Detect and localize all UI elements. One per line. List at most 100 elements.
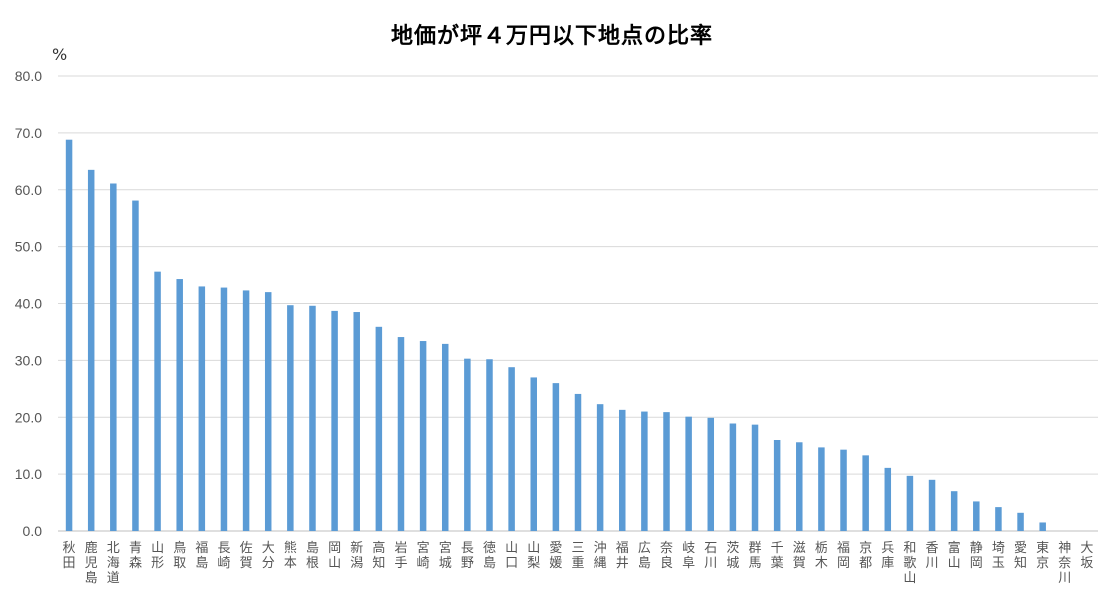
y-tick-label: 10.0	[15, 466, 42, 482]
y-tick-label: 80.0	[15, 68, 42, 84]
x-tick-label: 佐賀	[240, 541, 253, 571]
bar	[596, 404, 604, 531]
x-tick-label: 青森	[129, 541, 142, 571]
bar	[242, 290, 250, 531]
x-tick-label: 兵庫	[881, 541, 894, 571]
x-tick-label: 愛知	[1014, 541, 1027, 571]
bar	[840, 449, 847, 531]
bar	[619, 409, 626, 531]
x-tick-label: 熊本	[284, 540, 297, 571]
bar	[530, 377, 537, 531]
bar	[132, 200, 139, 531]
bar	[486, 359, 493, 531]
x-tick-label: 福井	[616, 541, 629, 571]
bar	[309, 305, 316, 531]
x-tick-label: 富山	[948, 540, 961, 571]
bar	[818, 447, 825, 531]
bar	[707, 417, 715, 531]
x-tick-label: 岐阜	[682, 541, 695, 571]
bar	[87, 169, 95, 531]
x-tick-label: 宮城	[439, 540, 452, 571]
x-axis: 秋田鹿児島北海道青森山形鳥取福島長崎佐賀大分熊本島根岡山新潟高知岩手宮崎宮城長野…	[63, 540, 1094, 586]
bar	[441, 343, 449, 531]
x-tick-label: 鹿児島	[85, 540, 98, 586]
bar	[751, 424, 759, 531]
y-axis: % 0.0 10.0 20.0 30.0 40.0 50.0 60.0 70.0 80.0	[15, 45, 67, 539]
bar	[995, 507, 1002, 531]
bar	[552, 383, 560, 531]
x-tick-label: 千葉	[771, 541, 784, 571]
x-tick-label: 広島	[638, 541, 651, 571]
x-tick-label: 山口	[505, 541, 518, 571]
bar	[641, 411, 648, 531]
x-tick-label: 長野	[461, 541, 474, 571]
y-tick-label: 70.0	[15, 125, 42, 141]
x-tick-label: 和歌山	[903, 541, 916, 586]
x-tick-label: 大坂	[1080, 541, 1093, 571]
x-tick-label: 宮崎	[417, 540, 430, 571]
x-tick-label: 静岡	[970, 541, 983, 571]
x-tick-label: 群馬	[749, 541, 762, 571]
x-tick-label: 山梨	[527, 541, 540, 571]
x-tick-label: 福島	[195, 541, 208, 571]
bar	[220, 287, 228, 531]
x-tick-label: 岡山	[328, 541, 341, 571]
x-tick-label: 沖縄	[594, 541, 607, 571]
bar	[973, 501, 980, 531]
bars	[65, 139, 1046, 531]
bar	[773, 440, 781, 531]
bar	[1017, 512, 1024, 531]
x-tick-label: 愛媛	[549, 541, 562, 571]
bar	[331, 310, 338, 531]
x-tick-label: 奈良	[660, 541, 673, 571]
x-tick-label: 鳥取	[173, 541, 186, 571]
y-tick-label: 40.0	[15, 296, 42, 312]
x-tick-label: 東京	[1036, 540, 1049, 571]
bar	[397, 337, 405, 531]
bar	[950, 491, 958, 531]
x-tick-label: 高知	[372, 540, 385, 571]
x-tick-label: 京都	[859, 541, 872, 571]
x-tick-label: 埼玉	[992, 541, 1005, 571]
bar	[928, 479, 936, 531]
x-tick-label: 島根	[306, 541, 319, 571]
x-tick-label: 香川	[926, 541, 939, 571]
y-tick-label: 30.0	[15, 352, 42, 368]
x-tick-label: 三重	[571, 541, 584, 571]
bar	[287, 305, 294, 531]
x-tick-label: 石川	[704, 541, 717, 571]
bar	[110, 183, 117, 531]
bar	[796, 442, 803, 531]
x-tick-label: 福岡	[837, 541, 850, 571]
bar	[685, 416, 692, 531]
y-tick-label: 20.0	[15, 409, 42, 425]
x-tick-label: 秋田	[63, 541, 76, 571]
bar	[906, 475, 914, 531]
bar	[574, 393, 582, 531]
bar	[663, 412, 670, 531]
bar	[419, 341, 427, 531]
y-tick-label: 60.0	[15, 182, 42, 198]
bar	[464, 358, 471, 531]
x-tick-label: 北海道	[107, 541, 120, 586]
bar	[729, 423, 737, 531]
x-tick-label: 新潟	[350, 540, 363, 571]
x-tick-label: 大分	[262, 541, 275, 571]
bar	[154, 271, 161, 531]
bar	[1039, 522, 1046, 531]
bar	[862, 455, 869, 531]
bar	[353, 312, 360, 531]
x-tick-label: 茨城	[726, 541, 739, 571]
x-tick-label: 岩手	[394, 541, 407, 571]
bar	[198, 286, 206, 531]
bar	[884, 467, 892, 531]
bar	[176, 279, 183, 531]
y-tick-label: 50.0	[15, 239, 42, 255]
x-tick-label: 滋賀	[793, 541, 806, 571]
chart-title: 地価が坪４万円以下地点の比率	[390, 24, 713, 49]
bar	[264, 292, 272, 531]
x-tick-label: 神奈川	[1058, 541, 1071, 586]
bar	[375, 326, 383, 531]
